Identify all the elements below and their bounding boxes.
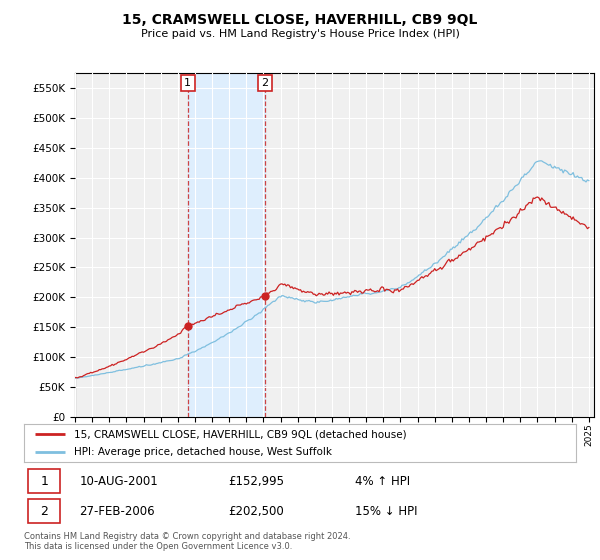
Text: 15% ↓ HPI: 15% ↓ HPI	[355, 505, 418, 517]
Text: 15, CRAMSWELL CLOSE, HAVERHILL, CB9 9QL: 15, CRAMSWELL CLOSE, HAVERHILL, CB9 9QL	[122, 13, 478, 27]
Text: 27-FEB-2006: 27-FEB-2006	[79, 505, 155, 517]
Bar	[28, 469, 61, 493]
Text: 10-AUG-2001: 10-AUG-2001	[79, 475, 158, 488]
Text: 1: 1	[40, 475, 49, 488]
Text: 2: 2	[261, 78, 268, 88]
Bar	[28, 500, 61, 523]
Text: £202,500: £202,500	[228, 505, 284, 517]
Text: £152,995: £152,995	[228, 475, 284, 488]
Text: 4% ↑ HPI: 4% ↑ HPI	[355, 475, 410, 488]
Text: 15, CRAMSWELL CLOSE, HAVERHILL, CB9 9QL (detached house): 15, CRAMSWELL CLOSE, HAVERHILL, CB9 9QL …	[74, 429, 406, 439]
Bar	[188, 73, 265, 417]
Text: 1: 1	[184, 78, 191, 88]
Text: Price paid vs. HM Land Registry's House Price Index (HPI): Price paid vs. HM Land Registry's House …	[140, 29, 460, 39]
Text: HPI: Average price, detached house, West Suffolk: HPI: Average price, detached house, West…	[74, 447, 332, 457]
Text: 2: 2	[40, 505, 49, 517]
Text: Contains HM Land Registry data © Crown copyright and database right 2024.
This d: Contains HM Land Registry data © Crown c…	[24, 532, 350, 552]
